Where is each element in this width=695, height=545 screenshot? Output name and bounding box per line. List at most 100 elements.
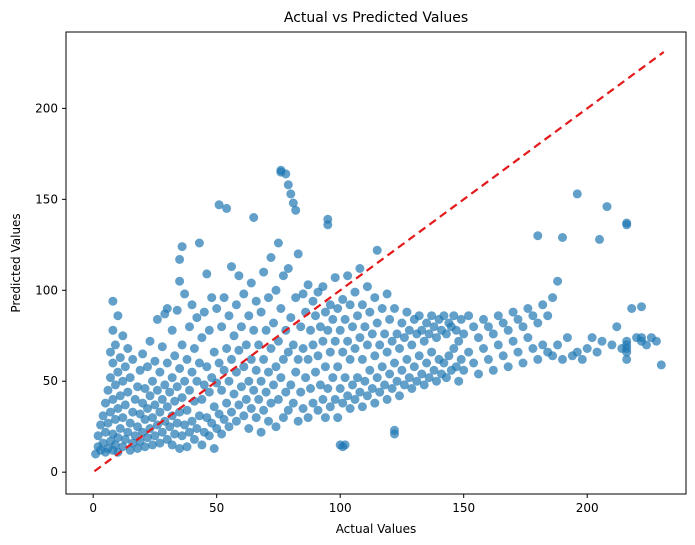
data-point <box>283 180 293 190</box>
data-point <box>101 398 110 408</box>
data-point <box>320 307 330 317</box>
data-point <box>244 424 254 433</box>
data-point <box>222 344 232 353</box>
data-point <box>170 351 180 361</box>
data-point <box>192 313 202 323</box>
reference-line <box>93 51 665 473</box>
data-point <box>449 311 459 321</box>
data-point <box>456 314 466 324</box>
data-point <box>441 329 451 339</box>
data-point <box>180 420 190 430</box>
data-point <box>311 311 320 321</box>
data-point <box>96 420 106 430</box>
data-point <box>422 318 432 328</box>
data-point <box>377 304 387 313</box>
data-point <box>459 329 469 339</box>
data-point <box>330 394 340 404</box>
data-point <box>256 307 266 317</box>
data-point <box>493 340 503 350</box>
data-point <box>120 400 130 410</box>
data-point <box>357 300 367 310</box>
data-point <box>241 394 251 404</box>
data-point <box>395 391 404 401</box>
data-point <box>409 362 419 372</box>
data-point <box>298 404 308 413</box>
data-point <box>479 314 488 324</box>
data-point <box>123 344 133 353</box>
data-point <box>140 384 150 393</box>
data-point <box>108 394 118 404</box>
data-point <box>276 373 286 383</box>
data-point <box>538 340 548 350</box>
data-point <box>454 336 464 346</box>
data-point <box>469 358 479 368</box>
data-point <box>330 273 340 283</box>
data-point <box>432 376 441 386</box>
data-point <box>113 367 123 377</box>
data-point <box>508 336 518 346</box>
data-point <box>133 444 143 453</box>
data-point <box>323 325 333 335</box>
data-point <box>488 365 498 375</box>
data-point <box>397 318 407 328</box>
data-point <box>390 425 399 435</box>
data-point <box>548 293 558 303</box>
data-point <box>315 380 325 390</box>
data-point <box>286 380 296 390</box>
data-point <box>123 387 133 397</box>
data-point <box>204 431 214 441</box>
data-point <box>110 414 120 424</box>
data-point <box>148 440 157 450</box>
data-point <box>273 336 283 346</box>
data-point <box>283 264 293 273</box>
data-point <box>244 311 254 321</box>
data-point <box>118 413 128 423</box>
data-point <box>202 269 212 279</box>
data-point <box>110 440 120 450</box>
data-point <box>622 354 632 364</box>
data-point <box>315 322 325 332</box>
data-point <box>404 325 414 335</box>
data-point <box>503 325 513 335</box>
data-point <box>177 393 187 403</box>
data-point <box>113 404 123 413</box>
data-point <box>353 311 362 321</box>
data-point <box>217 429 227 439</box>
data-point <box>246 278 256 288</box>
data-point <box>343 336 353 346</box>
data-point <box>558 233 567 242</box>
data-point <box>392 329 402 339</box>
x-tick-label: 100 <box>329 501 352 515</box>
data-point <box>246 354 256 364</box>
data-point <box>340 373 350 383</box>
data-point <box>266 344 276 353</box>
data-point <box>498 318 508 328</box>
data-point <box>311 367 320 377</box>
data-point <box>422 358 432 368</box>
data-point <box>113 311 123 321</box>
data-point <box>407 340 417 350</box>
y-tick-label: 200 <box>35 101 58 115</box>
data-point <box>120 434 130 444</box>
data-point <box>313 351 323 361</box>
data-point <box>199 380 209 390</box>
data-point <box>133 382 143 392</box>
data-point <box>138 349 148 359</box>
data-point <box>187 367 197 377</box>
data-point <box>417 325 427 335</box>
data-point <box>256 376 266 386</box>
data-point <box>404 373 414 383</box>
data-point <box>222 203 232 213</box>
data-point <box>350 344 360 353</box>
data-point <box>464 311 474 321</box>
data-point <box>587 333 597 343</box>
data-point <box>306 384 315 393</box>
data-point <box>402 307 412 317</box>
data-point <box>597 336 607 346</box>
data-point <box>278 271 288 281</box>
data-point <box>340 314 350 324</box>
data-point <box>209 402 219 412</box>
data-point <box>177 431 187 441</box>
data-point <box>194 358 204 368</box>
data-point <box>148 376 157 386</box>
